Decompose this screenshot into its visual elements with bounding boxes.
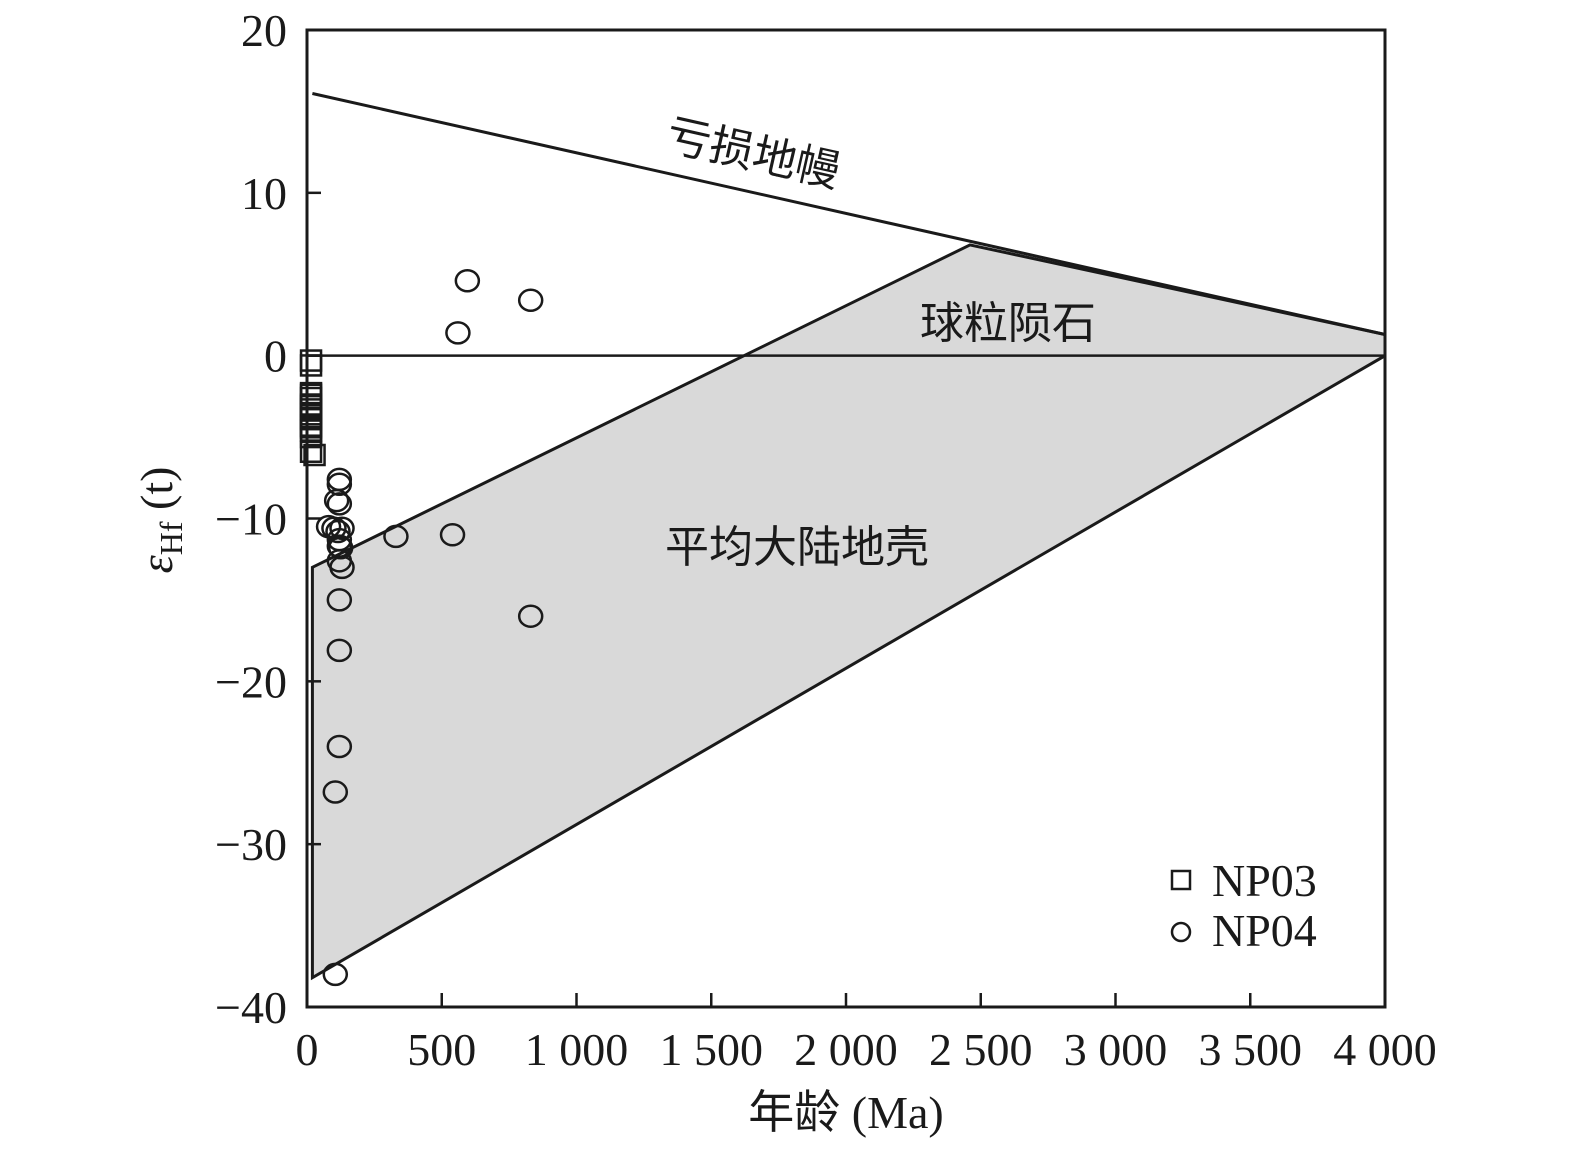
data-points — [299, 269, 544, 987]
y-tick-label: −20 — [215, 656, 287, 707]
y-axis-label: εHf (t) — [131, 467, 189, 574]
np03-point — [299, 383, 323, 406]
np03-point — [299, 354, 323, 377]
np04-point — [326, 492, 353, 516]
legend-label-np03: NP03 — [1212, 855, 1317, 906]
x-axis-label: 年龄 (Ma) — [748, 1087, 943, 1138]
np04-point — [329, 516, 355, 541]
y-tick-label: −30 — [215, 819, 287, 870]
y-tick-label: −40 — [215, 982, 287, 1033]
y-axis-label-subscript: Hf — [153, 521, 189, 555]
np04-point — [383, 524, 409, 549]
np04-point — [326, 467, 353, 492]
legend-label-np04: NP04 — [1212, 905, 1317, 956]
np03-point — [303, 443, 326, 467]
y-axis-label-tail: (t) — [131, 467, 182, 522]
depleted-mantle-line — [312, 92, 1386, 336]
np04-point — [327, 536, 354, 560]
x-tick-label: 2 000 — [794, 1024, 898, 1075]
x-tick-label: 0 — [296, 1024, 319, 1075]
np04-point — [326, 734, 353, 759]
y-tick-label: 10 — [241, 168, 287, 219]
np04-point — [323, 488, 350, 513]
crust-region-label: 平均大陆地壳 — [665, 522, 929, 573]
x-tick-label: 2 500 — [929, 1024, 1033, 1075]
np04-point — [517, 288, 544, 313]
reference-lines — [307, 92, 1386, 357]
np03-point — [299, 349, 323, 372]
legend-marker-circle-icon — [1170, 921, 1192, 943]
axis-ticks: 0 500 1 000 1 500 2 000 2 500 3 000 3 500 4 000 2… — [215, 5, 1437, 1075]
x-tick-label: 3 000 — [1064, 1024, 1168, 1075]
x-tick-label: 1 500 — [660, 1024, 764, 1075]
y-tick-label: 20 — [241, 5, 287, 56]
np04-point — [326, 472, 353, 497]
np04-point — [454, 269, 481, 293]
y-tick-label: −10 — [215, 494, 287, 545]
np03-point — [299, 416, 323, 439]
np04-point — [329, 555, 355, 580]
np04-point — [517, 604, 544, 628]
np03-point — [299, 440, 323, 463]
np04-point — [322, 780, 349, 804]
np04-point — [322, 962, 349, 987]
np04-point — [445, 321, 471, 345]
np04-point — [439, 523, 466, 547]
np04-point — [326, 638, 353, 663]
x-tick-label: 500 — [407, 1024, 476, 1075]
chondrite-label: 球粒陨石 — [920, 298, 1096, 349]
y-tick-label: 0 — [264, 331, 287, 382]
depleted-mantle-label: 亏损地幔 — [662, 110, 845, 198]
np04-point — [325, 519, 351, 544]
y-axis-label-main: ε — [131, 554, 182, 573]
x-tick-label: 4 000 — [1333, 1024, 1437, 1075]
x-tick-label: 1 000 — [525, 1024, 629, 1075]
np04-point — [326, 588, 353, 612]
x-tick-label: 3 500 — [1199, 1024, 1303, 1075]
legend: NP03 NP04 — [1170, 855, 1317, 956]
legend-marker-square-icon — [1170, 869, 1192, 891]
